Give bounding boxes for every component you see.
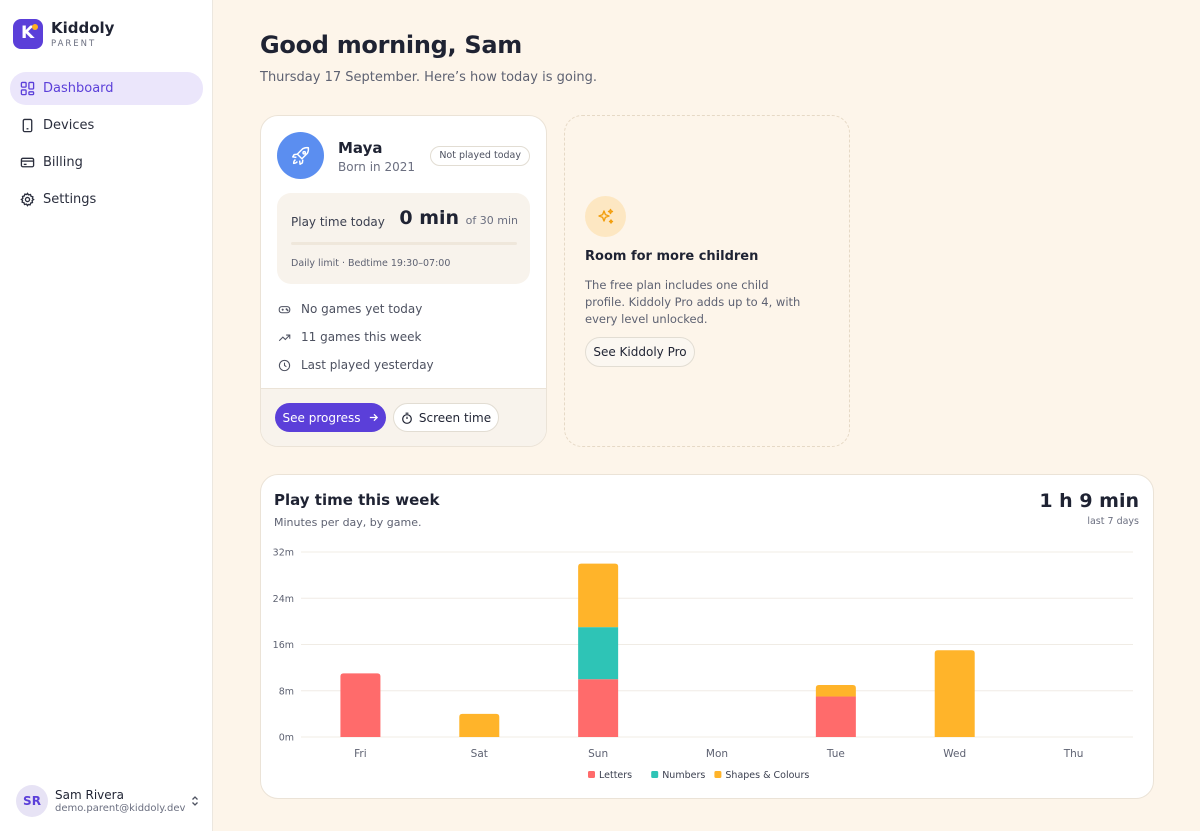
x-tick-label: Thu	[1063, 748, 1084, 760]
sidebar-item-label: Devices	[43, 118, 95, 133]
legend-swatch	[714, 771, 722, 778]
weekly-total: 1 h 9 min	[1039, 490, 1139, 512]
bar-segment	[934, 650, 975, 737]
play-time-schedule: Daily limit · Bedtime 19:30–07:00	[291, 258, 451, 269]
legend-swatch	[651, 771, 659, 778]
child-card: Maya Born in 2021 Not played today Play …	[260, 115, 547, 447]
sidebar-item-billing[interactable]: Billing	[10, 146, 203, 179]
x-tick-label: Tue	[826, 748, 845, 760]
bar-segment	[578, 627, 619, 680]
see-progress-button[interactable]: See progress	[275, 403, 386, 432]
status-badge: Not played today	[430, 146, 530, 166]
sparkle-badge	[585, 196, 626, 237]
stat-label: 11 games this week	[301, 330, 422, 344]
bar-segment	[815, 684, 856, 697]
rocket-icon	[291, 146, 309, 165]
legend-swatch	[588, 771, 595, 778]
legend-label: Letters	[599, 770, 632, 781]
gear-icon	[20, 192, 35, 207]
stacked-bar-chart: 0m 8m 16m 24m 32m Fri Sat Sun Mon Tue Wed Thu Letter…	[273, 548, 1133, 781]
stat-games-week: 11 games this week	[278, 330, 421, 344]
play-time-panel: Play time today 0 min of 30 min Daily li…	[277, 193, 530, 284]
play-time-value: 0 min of 30 min	[399, 207, 518, 229]
child-card-actions: See progress Screen time	[261, 388, 546, 446]
stat-label: No games yet today	[301, 302, 423, 316]
upsell-description: The free plan includes one child profile…	[585, 278, 801, 326]
x-tick-label: Sat	[471, 748, 488, 760]
play-time-limit: of 30 min	[465, 214, 518, 227]
dashboard-icon	[20, 81, 35, 96]
trend-up-icon	[278, 334, 291, 341]
gamepad-icon	[278, 305, 291, 313]
x-tick-label: Mon	[706, 748, 728, 760]
total-range-label: last 7 days	[1087, 516, 1139, 527]
child-name: Maya	[338, 139, 383, 157]
child-birth-year: Born in 2021	[338, 160, 416, 174]
brand-initial: K	[21, 23, 35, 43]
play-time-chart-card: 0m 8m 16m 24m 32m Fri Sat Sun Mon Tue Wed Thu Letter…	[260, 474, 1154, 799]
upsell-title: Room for more children	[585, 249, 759, 264]
sidebar: K Kiddoly PARENT Dashboard Devices Billi…	[0, 0, 213, 831]
chart-subtitle: Minutes per day, by game.	[274, 516, 422, 529]
page-subtitle: Thursday 17 September. Here’s how today …	[260, 70, 598, 85]
see-kiddoly-pro-button[interactable]: See Kiddoly Pro	[585, 337, 695, 367]
play-time-progress-bar	[291, 242, 517, 245]
screen-time-button[interactable]: Screen time	[393, 403, 499, 432]
button-label: Screen time	[418, 410, 492, 425]
sidebar-item-dashboard[interactable]: Dashboard	[10, 72, 203, 105]
legend-label: Numbers	[662, 770, 705, 781]
sidebar-item-settings[interactable]: Settings	[10, 183, 203, 216]
brand[interactable]: K Kiddoly PARENT	[13, 19, 114, 49]
page-title: Good morning, Sam	[260, 31, 522, 59]
x-tick-label: Sun	[588, 748, 608, 760]
sidebar-item-devices[interactable]: Devices	[10, 109, 203, 142]
legend-label: Shapes & Colours	[725, 770, 809, 781]
arrow-right-icon	[369, 413, 378, 422]
sidebar-item-label: Dashboard	[43, 81, 114, 96]
play-time-minutes: 0 min	[399, 207, 460, 229]
x-tick-label: Wed	[943, 748, 966, 760]
y-tick-label: 8m	[279, 686, 294, 697]
brand-name: Kiddoly	[51, 19, 115, 37]
brand-subtitle: PARENT	[51, 39, 97, 49]
user-email: demo.parent@kiddoly.dev	[55, 803, 186, 814]
bar-segment	[340, 673, 381, 737]
kiddoly-logo-icon: K	[13, 19, 43, 49]
bar-segment	[815, 696, 856, 737]
stat-games-today: No games yet today	[278, 302, 422, 316]
add-child-upsell-card: Room for more children The free plan inc…	[564, 115, 850, 447]
bar-segment	[578, 679, 619, 737]
y-tick-label: 24m	[273, 594, 294, 605]
chevron-up-down-icon	[192, 796, 198, 806]
avatar: SR	[16, 785, 48, 817]
child-avatar	[277, 132, 324, 179]
sidebar-item-label: Billing	[43, 155, 83, 170]
y-tick-label: 32m	[273, 548, 294, 559]
sidebar-item-label: Settings	[43, 192, 97, 207]
clock-icon	[278, 359, 291, 371]
stat-label: Last played yesterday	[301, 358, 434, 372]
user-name: Sam Rivera	[55, 788, 124, 802]
bar-segment	[578, 563, 619, 628]
sparkles-icon	[597, 208, 613, 224]
chart-title: Play time this week	[274, 491, 440, 509]
sidebar-nav: Dashboard Devices Billing Settings	[10, 72, 203, 220]
y-tick-label: 16m	[273, 640, 294, 651]
device-icon	[22, 118, 33, 133]
card-icon	[20, 157, 35, 168]
x-tick-label: Fri	[354, 748, 367, 760]
y-tick-label: 0m	[279, 733, 294, 744]
bar-segment	[459, 713, 500, 737]
user-menu[interactable]: SR Sam Rivera demo.parent@kiddoly.dev	[16, 785, 201, 817]
play-time-label: Play time today	[291, 215, 385, 229]
stat-last-played: Last played yesterday	[278, 358, 434, 372]
stopwatch-icon	[402, 412, 412, 424]
button-label: See progress	[282, 410, 361, 425]
